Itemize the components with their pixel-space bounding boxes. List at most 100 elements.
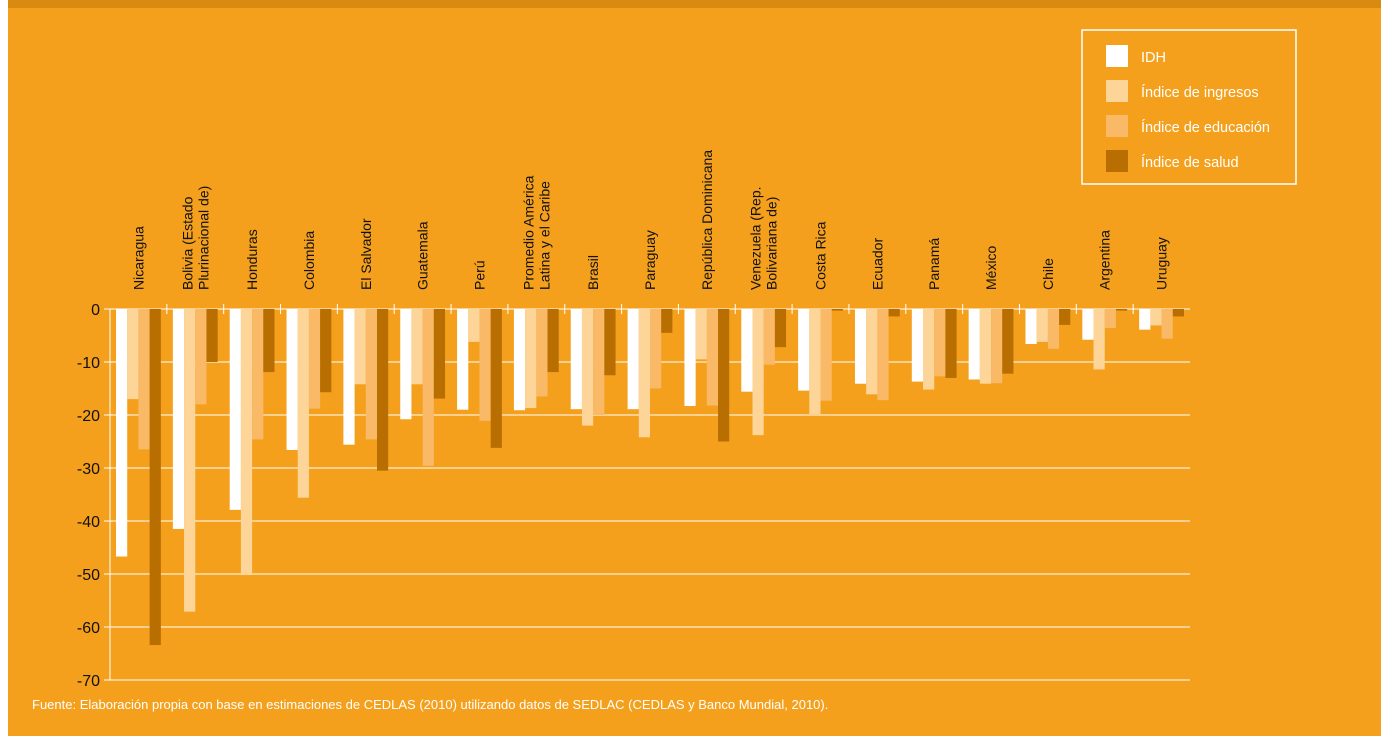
bar-ingresos — [127, 309, 139, 400]
bar-ingresos — [866, 309, 878, 395]
category-label: Brasil — [585, 255, 601, 290]
bar-salud — [490, 309, 502, 448]
bar-ingresos — [979, 309, 992, 384]
bar-ingresos — [923, 309, 935, 390]
bar-ingresos — [1150, 309, 1162, 326]
legend-swatch-idh — [1106, 45, 1128, 67]
legend-swatch-salud — [1106, 150, 1128, 172]
category-label: Chile — [1040, 258, 1056, 290]
bar-salud — [1002, 309, 1014, 374]
category-labels: Nicaragua Bolivia (Estado Plurinacional de… — [130, 150, 1169, 290]
category-label: Nicaragua — [130, 226, 146, 290]
bars — [116, 309, 1184, 646]
bar-salud — [661, 309, 673, 333]
category-label: Paraguay — [642, 230, 658, 290]
category-label: Bolivariana de) — [764, 197, 780, 290]
bar-educacion — [820, 309, 832, 401]
bar-salud — [263, 309, 275, 373]
bar-IDH — [400, 309, 412, 420]
bar-educacion — [593, 309, 605, 415]
category-label: Ecuador — [869, 238, 885, 290]
bar-educacion — [1161, 309, 1173, 339]
bar-salud — [433, 309, 446, 399]
bar-ingresos — [809, 309, 821, 414]
legend-label-salud: Índice de salud — [1141, 154, 1239, 171]
y-tick-label: -10 — [77, 355, 100, 372]
category-label: Costa Rica — [813, 221, 829, 290]
bar-IDH — [627, 309, 639, 410]
legend-label-idh: IDH — [1141, 50, 1166, 66]
category-label: Latina y el Caribe — [536, 181, 552, 290]
category-label: República Dominicana — [699, 150, 715, 290]
bar-educacion — [308, 309, 321, 409]
bar-ingresos — [695, 309, 707, 360]
category-label: Venezuela (Rep. — [748, 186, 764, 290]
bar-educacion — [934, 309, 946, 377]
bar-IDH — [116, 309, 128, 557]
y-tick-label: -60 — [77, 620, 100, 637]
bar-educacion — [422, 309, 434, 466]
bar-ingresos — [468, 309, 480, 342]
bar-IDH — [286, 309, 298, 450]
category-label: Honduras — [244, 229, 260, 290]
bar-ingresos — [581, 309, 594, 426]
bar-ingresos — [297, 309, 309, 498]
bar-educacion — [706, 309, 719, 406]
bar-ingresos — [184, 309, 196, 612]
bar-IDH — [1082, 309, 1094, 340]
bar-salud — [1115, 309, 1128, 311]
bar-IDH — [570, 309, 582, 410]
category-label: Colombia — [301, 231, 317, 290]
category-label: Panamá — [926, 238, 942, 290]
legend-label-ingresos: Índice de ingresos — [1141, 84, 1259, 101]
bar-ingresos — [354, 309, 366, 385]
bar-salud — [718, 309, 730, 442]
legend-label-educacion: Índice de educación — [1141, 119, 1270, 136]
bar-salud — [320, 309, 332, 393]
bar-educacion — [536, 309, 548, 397]
legend: IDH Índice de ingresos Índice de educaci… — [1081, 29, 1297, 185]
y-tick-label: 0 — [91, 302, 100, 319]
category-label: Argentina — [1097, 230, 1113, 290]
bar-IDH — [968, 309, 980, 380]
category-label: Perú — [471, 260, 487, 290]
bar-educacion — [479, 309, 491, 421]
bar-salud — [604, 309, 616, 376]
bar-ingresos — [525, 309, 537, 409]
bar-salud — [547, 309, 559, 373]
category-label: Bolivia (Estado — [179, 196, 195, 290]
bar-salud — [774, 309, 787, 348]
bar-ingresos — [1093, 309, 1105, 370]
bar-ingresos — [638, 309, 650, 438]
y-axis: 0 -10 -20 -30 -40 -50 -60 -70 — [77, 302, 1134, 690]
category-label: Guatemala — [415, 221, 431, 290]
bar-educacion — [195, 309, 207, 405]
bar-IDH — [229, 309, 241, 510]
y-tick-label: -30 — [77, 461, 100, 478]
bar-salud — [945, 309, 957, 378]
category-label: México — [983, 245, 999, 290]
category-label: Uruguay — [1154, 237, 1170, 290]
bar-salud — [1059, 309, 1071, 325]
y-tick-label: -40 — [77, 514, 100, 531]
bar-IDH — [684, 309, 696, 406]
legend-box — [1081, 29, 1297, 185]
bar-IDH — [1025, 309, 1037, 344]
bar-educacion — [650, 309, 662, 389]
bar-IDH — [457, 309, 469, 410]
bar-IDH — [513, 309, 526, 411]
source-note: Fuente: Elaboración propia con base en e… — [32, 697, 829, 712]
bar-IDH — [741, 309, 753, 392]
bar-salud — [888, 309, 900, 317]
bar-IDH — [854, 309, 867, 384]
bar-salud — [376, 309, 389, 471]
title-strip — [8, 0, 1381, 8]
bar-salud — [831, 309, 843, 311]
bar-IDH — [172, 309, 185, 529]
bar-ingresos — [1036, 309, 1048, 342]
bar-ingresos — [411, 309, 423, 385]
bar-salud — [149, 309, 161, 646]
bar-salud — [206, 309, 218, 362]
category-label: El Salvador — [358, 218, 374, 290]
legend-swatch-ingresos — [1106, 80, 1128, 102]
